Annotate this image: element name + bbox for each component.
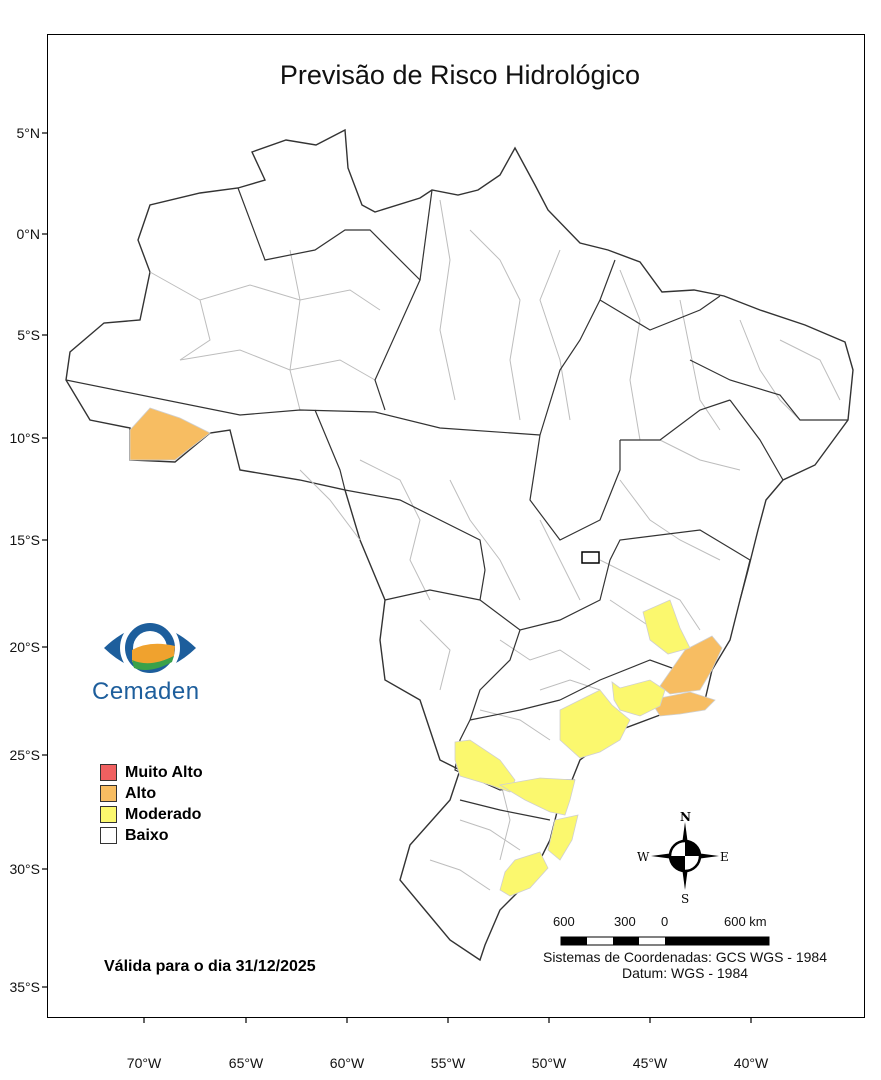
map-title: Previsão de Risco Hidrológico bbox=[279, 60, 641, 90]
scale-label-600km: 600 km bbox=[724, 914, 767, 929]
lat-tick-5s: 5°S bbox=[17, 327, 40, 343]
brazil-outline bbox=[65, 128, 854, 962]
lat-tick-20s: 20°S bbox=[9, 639, 40, 655]
legend-swatch-muito-alto bbox=[100, 764, 117, 781]
federal-district bbox=[581, 551, 600, 564]
lon-tick-45w: 45°W bbox=[632, 1055, 668, 1071]
lat-tick-5n: 5°N bbox=[16, 125, 41, 141]
state-borders bbox=[65, 187, 848, 821]
lon-tick-40w: 40°W bbox=[733, 1055, 769, 1071]
validity-date: Válida para o dia 31/12/2025 bbox=[104, 958, 316, 975]
region-borders bbox=[149, 199, 841, 891]
legend-swatch-alto bbox=[100, 785, 117, 802]
legend-label-muito-alto: Muito Alto bbox=[125, 763, 203, 781]
cemaden-logo-text: Cemaden bbox=[92, 678, 200, 705]
scale-label-0: 0 bbox=[661, 914, 669, 929]
lat-tick-0n: 0°N bbox=[16, 226, 41, 242]
legend-item-alto: Alto bbox=[100, 783, 203, 804]
crs-line-2: Datum: WGS - 1984 bbox=[621, 965, 749, 981]
compass-s: S bbox=[681, 892, 690, 906]
legend-label-alto: Alto bbox=[125, 784, 157, 802]
compass-w: W bbox=[637, 850, 650, 864]
lat-tick-30s: 30°S bbox=[9, 861, 40, 877]
legend-item-muito-alto: Muito Alto bbox=[100, 762, 203, 783]
compass-rose-icon bbox=[651, 822, 719, 890]
axis-ticks bbox=[42, 132, 752, 1023]
lon-tick-70w: 70°W bbox=[126, 1055, 162, 1071]
risk-areas-moderado bbox=[454, 599, 691, 897]
scale-label-300: 300 bbox=[614, 914, 636, 929]
legend-label-baixo: Baixo bbox=[125, 826, 169, 844]
legend-item-moderado: Moderado bbox=[100, 804, 203, 825]
compass-n: N bbox=[680, 810, 691, 824]
lon-tick-50w: 50°W bbox=[531, 1055, 567, 1071]
lon-tick-65w: 65°W bbox=[228, 1055, 264, 1071]
scale-bar bbox=[560, 936, 770, 946]
risk-areas-alto bbox=[129, 407, 723, 717]
coordinate-system-note: Sistemas de Coordenadas: GCS WGS - 1984 … bbox=[520, 949, 850, 981]
legend-swatch-moderado bbox=[100, 806, 117, 823]
legend-label-moderado: Moderado bbox=[125, 805, 202, 823]
scale-label-600: 600 bbox=[553, 914, 575, 929]
lat-tick-35s: 35°S bbox=[9, 979, 40, 995]
lat-tick-15s: 15°S bbox=[9, 532, 40, 548]
legend-swatch-baixo bbox=[100, 827, 117, 844]
cemaden-logo-icon bbox=[104, 618, 196, 678]
legend: Muito Alto Alto Moderado Baixo bbox=[100, 762, 203, 846]
crs-line-1: Sistemas de Coordenadas: GCS WGS - 1984 bbox=[542, 949, 828, 965]
legend-item-baixo: Baixo bbox=[100, 825, 203, 846]
lon-tick-55w: 55°W bbox=[430, 1055, 466, 1071]
lon-tick-60w: 60°W bbox=[329, 1055, 365, 1071]
lat-tick-25s: 25°S bbox=[9, 747, 40, 763]
compass-e: E bbox=[720, 850, 729, 864]
lat-tick-10s: 10°S bbox=[9, 430, 40, 446]
